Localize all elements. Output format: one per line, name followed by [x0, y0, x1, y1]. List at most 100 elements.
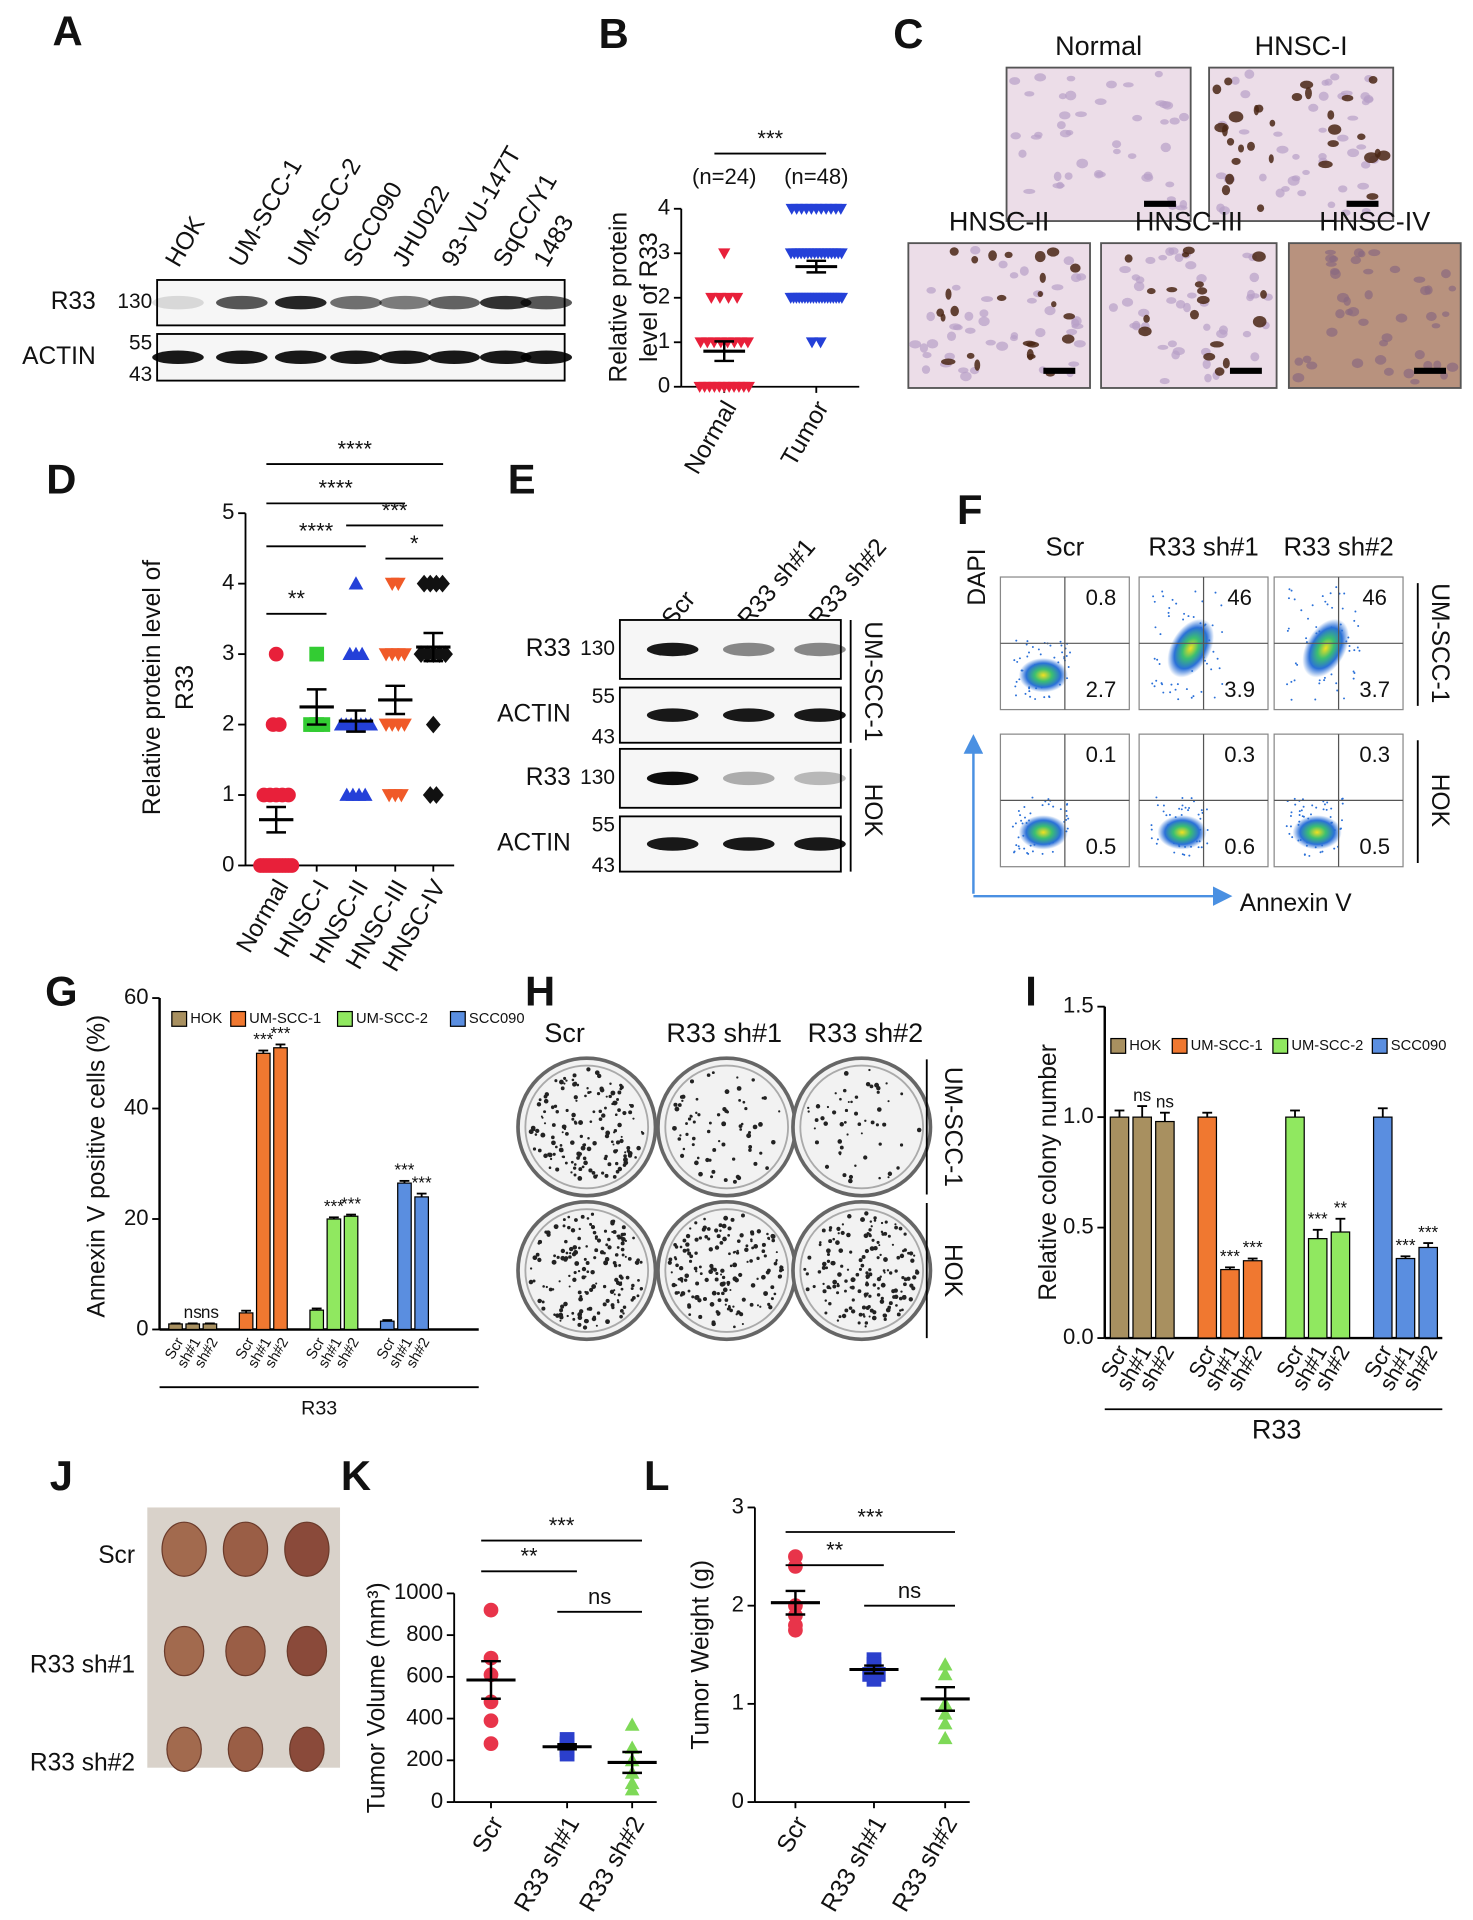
colony [814, 1118, 819, 1122]
event-dot [1329, 815, 1332, 818]
data-point [271, 717, 287, 732]
nucleus [996, 341, 1009, 351]
colony [841, 1223, 845, 1226]
colony [848, 1174, 854, 1180]
colony [675, 1263, 679, 1268]
nucleus [960, 371, 972, 382]
nucleus [1281, 185, 1290, 192]
colony [588, 1306, 593, 1311]
stain [1197, 287, 1208, 295]
colony [720, 1273, 723, 1276]
nucleus [1360, 161, 1371, 169]
colony [829, 1287, 832, 1290]
colony [685, 1242, 690, 1247]
colony [850, 1277, 856, 1283]
colony [733, 1325, 736, 1329]
event-dot [1213, 696, 1216, 699]
significance-label: *** [549, 1513, 575, 1538]
event-dot [1170, 683, 1173, 686]
colony [740, 1122, 744, 1126]
stain [988, 250, 997, 261]
colony [869, 1084, 874, 1089]
event-dot [1150, 824, 1153, 827]
nucleus [1240, 90, 1251, 99]
x-tick-label: Normal [679, 397, 742, 479]
colony [685, 1233, 691, 1239]
nucleus [1113, 148, 1121, 155]
stain [1203, 352, 1216, 361]
nucleus [1159, 378, 1170, 385]
colony [619, 1087, 623, 1091]
blot-band [722, 708, 775, 722]
colony [749, 1259, 753, 1263]
colony [726, 1280, 731, 1285]
plate [656, 1056, 798, 1198]
event-dot [1290, 698, 1293, 701]
nucleus [1244, 69, 1255, 79]
colony [749, 1230, 755, 1235]
nucleus [978, 316, 990, 327]
colony [732, 1157, 736, 1161]
colony [715, 1310, 720, 1314]
colony [903, 1232, 907, 1236]
colony [870, 1120, 875, 1125]
colony [732, 1251, 736, 1254]
event-dot [1176, 683, 1179, 686]
colony [738, 1098, 742, 1102]
quadrant-value: 0.1 [1086, 742, 1117, 767]
event-dot [1331, 606, 1334, 609]
nucleus [1160, 142, 1171, 153]
colony [532, 1147, 537, 1151]
y-tick-label: 40 [124, 1094, 149, 1119]
colony [868, 1268, 872, 1272]
event-dot [1310, 813, 1312, 816]
significance-label: *** [757, 126, 783, 151]
colony [560, 1248, 566, 1254]
nucleus [1179, 112, 1189, 122]
event-dot [1061, 651, 1064, 654]
lane-label: HOK [161, 211, 211, 271]
stain [1039, 272, 1046, 284]
colony [563, 1082, 566, 1085]
colony [756, 1304, 759, 1307]
colony [735, 1251, 740, 1255]
colony [912, 1275, 917, 1280]
colony [691, 1136, 696, 1141]
event-dot [1049, 644, 1052, 647]
nucleus [1337, 134, 1349, 142]
nucleus [1343, 296, 1351, 306]
colony [553, 1104, 558, 1108]
nucleus [1306, 361, 1318, 370]
stain [1291, 92, 1303, 102]
colony [836, 1226, 841, 1231]
colony [708, 1269, 714, 1275]
colony [908, 1297, 913, 1302]
event-dot [1067, 817, 1070, 820]
colony [864, 1282, 870, 1287]
colony [613, 1263, 618, 1268]
colony [577, 1269, 581, 1273]
colony [639, 1288, 643, 1291]
event-dot [1343, 592, 1346, 595]
colony [605, 1319, 610, 1325]
data-point [937, 1706, 953, 1720]
bar [1285, 1116, 1305, 1339]
colony [732, 1179, 737, 1184]
colony [572, 1317, 576, 1321]
nucleus [1023, 188, 1036, 195]
data-point [394, 789, 409, 803]
colony [818, 1243, 822, 1247]
nucleus [1064, 172, 1073, 180]
nucleus [1127, 153, 1137, 159]
event-dot [1194, 590, 1197, 593]
colony [582, 1156, 587, 1161]
colony [803, 1267, 807, 1271]
colony [564, 1239, 568, 1244]
colony [714, 1245, 720, 1250]
nucleus [1242, 330, 1252, 338]
colony [864, 1248, 870, 1254]
colony [899, 1143, 904, 1147]
bar [1307, 1238, 1328, 1339]
column-title: Scr [1046, 534, 1085, 562]
colony [883, 1317, 887, 1322]
